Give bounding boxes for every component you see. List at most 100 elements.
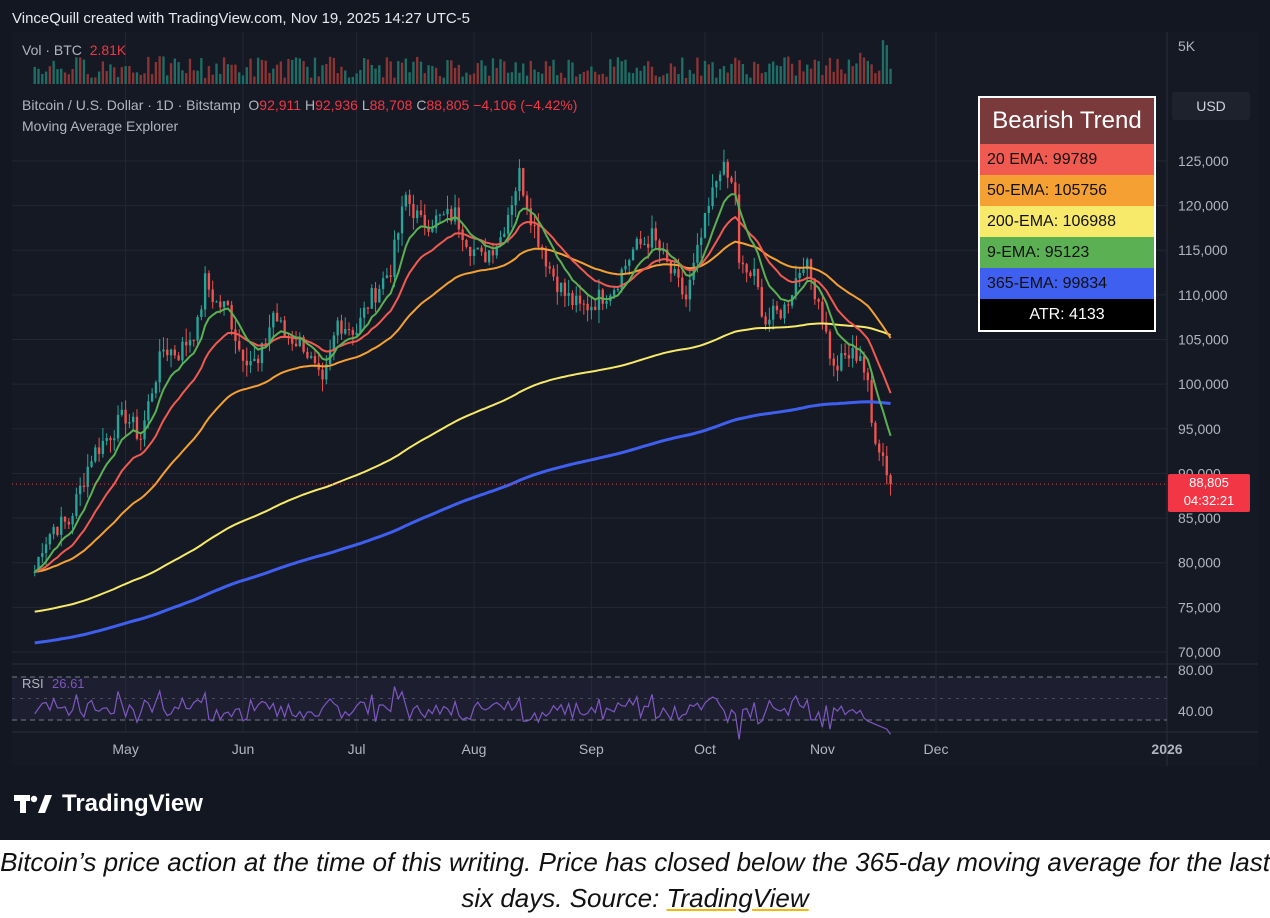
candle-body xyxy=(412,204,415,219)
volume-bar xyxy=(143,73,146,84)
candle-body xyxy=(450,208,453,222)
source-link[interactable]: TradingView xyxy=(666,883,809,913)
volume-bar xyxy=(878,70,881,84)
tradingview-logo[interactable]: TradingView xyxy=(14,790,203,818)
tradingview-logo-text: TradingView xyxy=(62,790,203,817)
candle-body xyxy=(442,214,445,216)
volume-bar xyxy=(423,73,426,84)
candle-body xyxy=(624,265,627,270)
candle-body xyxy=(665,249,669,262)
price-chart[interactable]: RSI 26.61 80.00 40.00 125,000 120,000 115,000… xyxy=(12,32,1258,766)
candle-body xyxy=(620,269,623,289)
candle-body xyxy=(612,290,616,296)
candle-body xyxy=(37,556,40,572)
candle-body xyxy=(487,250,491,263)
x-tick-label: Sep xyxy=(579,741,604,757)
volume-bar xyxy=(219,73,222,84)
volume-bar xyxy=(639,70,642,84)
volume-bar xyxy=(317,76,320,84)
candle-body xyxy=(681,277,684,295)
candle-body xyxy=(309,356,313,358)
candle-body xyxy=(238,340,241,350)
candle-body xyxy=(162,349,165,352)
volume-bar xyxy=(870,64,873,84)
volume-bar xyxy=(813,59,816,84)
volume-bar xyxy=(101,61,105,84)
volume-bar xyxy=(487,75,491,84)
volume-bar xyxy=(662,75,665,84)
candle-body xyxy=(734,182,737,195)
volume-bar xyxy=(783,57,786,84)
volume-bar xyxy=(438,76,442,84)
candle-body xyxy=(753,268,756,276)
candle-body xyxy=(715,181,718,188)
x-tick-label: Nov xyxy=(810,741,835,757)
volume-bar xyxy=(230,64,233,84)
candle-body xyxy=(306,351,309,358)
candle-body xyxy=(374,288,377,303)
candle-body xyxy=(749,272,752,276)
volume-bar xyxy=(124,66,127,84)
candle-body xyxy=(855,348,858,361)
volume-bar xyxy=(120,67,123,84)
low-value: 88,708 xyxy=(369,97,413,113)
candle-body xyxy=(764,316,767,325)
candle-body xyxy=(245,360,248,366)
volume-bar xyxy=(851,66,854,84)
volume-bar xyxy=(287,58,290,84)
volume-bar xyxy=(264,60,267,84)
candle-body xyxy=(787,304,790,306)
candle-body xyxy=(253,358,256,362)
volume-bar xyxy=(94,77,97,84)
volume-bar xyxy=(272,68,275,84)
candle-body xyxy=(783,304,786,319)
volume-bar xyxy=(404,58,408,84)
symbol-legend: Bitcoin / U.S. Dollar · 1D · Bitstamp O9… xyxy=(22,97,577,113)
volume-bar xyxy=(881,40,885,84)
volume-bar xyxy=(802,71,805,84)
volume-bar xyxy=(700,75,703,84)
rsi-upper-label: 80.00 xyxy=(1178,662,1213,678)
volume-bar xyxy=(665,73,669,84)
candle-body xyxy=(684,294,688,300)
volume-bar xyxy=(385,57,389,84)
volume-bar xyxy=(188,58,192,84)
candle-body xyxy=(597,289,601,310)
candle-body xyxy=(628,259,631,266)
candle-body xyxy=(802,269,805,273)
volume-bar xyxy=(139,74,142,84)
volume-bar xyxy=(798,60,801,84)
volume-bar xyxy=(150,74,154,84)
volume-bar xyxy=(222,57,226,84)
volume-bar xyxy=(840,69,843,84)
candle-body xyxy=(272,312,275,328)
chart-attribution: VinceQuill created with TradingView.com,… xyxy=(12,10,471,27)
volume-bar xyxy=(681,57,684,84)
candle-body xyxy=(798,272,801,279)
currency-button[interactable]: USD xyxy=(1172,92,1250,120)
candle-body xyxy=(94,447,97,462)
candle-body xyxy=(230,304,233,330)
y-tick-label: 85,000 xyxy=(1178,510,1221,526)
x-tick-label: Jul xyxy=(348,741,366,757)
volume-bar xyxy=(158,56,161,84)
candle-body xyxy=(158,351,161,383)
volume-bar xyxy=(44,71,48,84)
volume-bar xyxy=(135,72,139,84)
candle-body xyxy=(567,293,570,296)
volume-bar xyxy=(154,62,158,84)
volume-bar xyxy=(828,57,832,84)
volume-bar xyxy=(684,77,688,84)
tradingview-logo-icon xyxy=(14,795,52,813)
indicator-name[interactable]: Moving Average Explorer xyxy=(22,118,179,134)
volume-bar xyxy=(760,73,763,84)
volume-bar xyxy=(775,65,779,84)
candle-body xyxy=(862,356,866,373)
candle-body xyxy=(404,194,408,207)
volume-bar xyxy=(832,71,835,84)
change-value: −4,106 (−4.42%) xyxy=(473,97,578,113)
y-tick-label: 115,000 xyxy=(1178,242,1228,258)
volume-bar xyxy=(253,76,256,84)
volume-bar xyxy=(889,68,892,84)
volume-bar xyxy=(688,69,692,84)
